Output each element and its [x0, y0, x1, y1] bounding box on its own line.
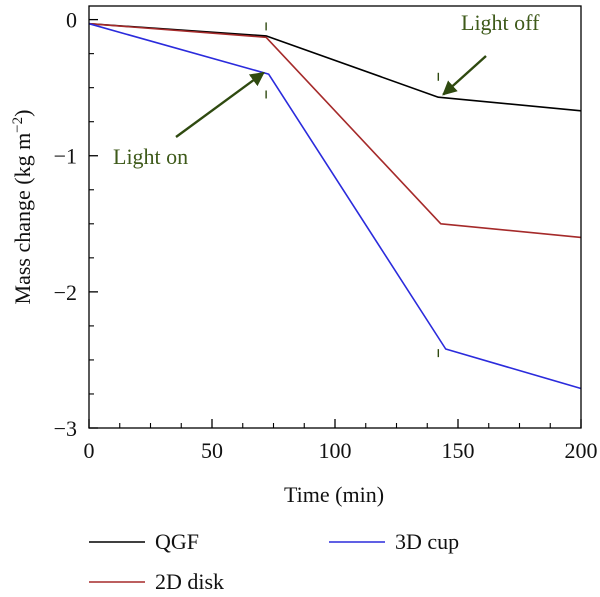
y-tick-label: −1 — [54, 144, 77, 169]
annotation-label-1: Light on — [113, 144, 188, 169]
x-tick-label: 150 — [442, 438, 475, 463]
x-tick-label: 0 — [84, 438, 95, 463]
series-line-1 — [88, 22, 582, 112]
legend-label: 2D disk — [155, 569, 224, 594]
x-tick-label: 50 — [201, 438, 223, 463]
x-axis-title: Time (min) — [284, 482, 384, 507]
y-axis-title-sup: −2 — [10, 117, 26, 133]
y-axis-title: Mass change (kg m−2) — [10, 110, 35, 305]
plot-frame — [88, 5, 582, 429]
series-line-3 — [88, 22, 582, 390]
legend-label: QGF — [155, 529, 199, 554]
x-tick-label: 200 — [565, 438, 598, 463]
y-axis-title-main: Mass change (kg m — [10, 133, 35, 305]
y-tick-label: −2 — [54, 280, 77, 305]
annotation-arrow-2 — [442, 55, 487, 96]
y-tick-label: 0 — [66, 8, 77, 33]
annotation-arrow-1 — [175, 71, 265, 138]
legend: QGF 3D cup 2D disk — [89, 529, 459, 594]
y-axis-title-close: ) — [10, 110, 35, 117]
x-tick-label: 100 — [319, 438, 352, 463]
series-line-2 — [88, 22, 582, 239]
legend-label: 3D cup — [395, 529, 459, 554]
annotation-label-2: Light off — [461, 10, 540, 35]
y-tick-label: −3 — [54, 416, 77, 441]
